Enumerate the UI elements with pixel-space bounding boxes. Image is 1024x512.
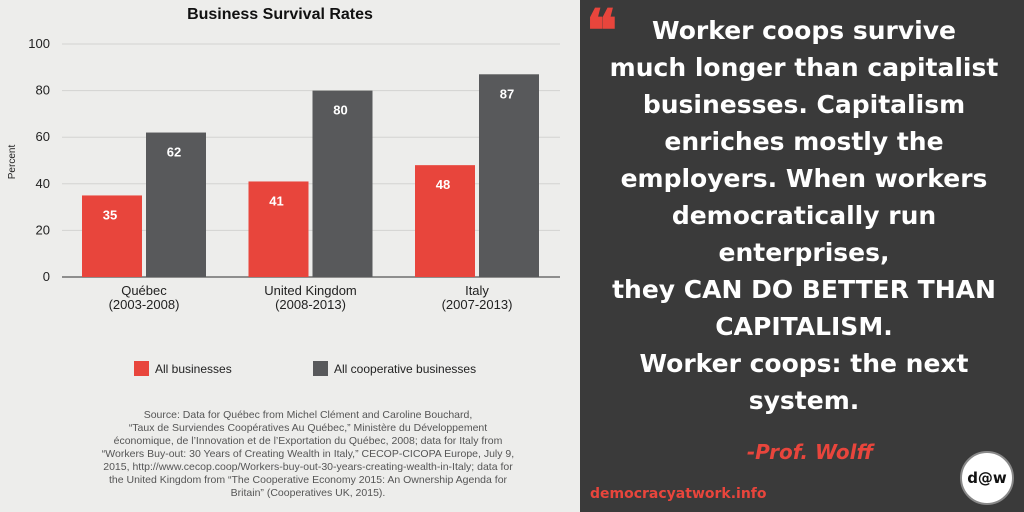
bar bbox=[415, 165, 475, 277]
quote-mark-icon: ❝ bbox=[586, 0, 618, 65]
chart-panel: Business Survival Rates 0 20 40 60 80 100 Per… bbox=[7, 6, 560, 500]
bar bbox=[479, 74, 539, 277]
quote-attribution: -Prof. Wolff bbox=[746, 440, 874, 464]
source-line: économique, de l’Innovation et de l’Expo… bbox=[113, 435, 503, 447]
legend-label: All businesses bbox=[155, 362, 232, 376]
data-label: 48 bbox=[436, 177, 450, 192]
quote-line: enterprises, bbox=[718, 238, 890, 267]
legend-label: All cooperative businesses bbox=[334, 362, 476, 376]
quote-line: democratically run bbox=[671, 201, 937, 230]
data-label: 35 bbox=[103, 207, 117, 222]
grid-lines bbox=[62, 43, 560, 278]
y-tick-label: 80 bbox=[36, 83, 50, 98]
source-line: Britain” (Cooperatives UK, 2015). bbox=[230, 487, 386, 499]
x-tick-label: (2008-2013) bbox=[275, 297, 346, 312]
category-labels: Québec(2003-2008) United Kingdom(2008-201… bbox=[109, 283, 513, 312]
bar bbox=[248, 181, 309, 277]
bar bbox=[82, 195, 142, 277]
legend-swatch bbox=[313, 361, 328, 376]
bar bbox=[146, 132, 206, 277]
dw-logo: d@w bbox=[960, 451, 1014, 505]
bar bbox=[312, 90, 373, 277]
x-tick-label: (2003-2008) bbox=[109, 297, 180, 312]
legend-swatch bbox=[134, 361, 149, 376]
source-line: the United Kingdom from “The Cooperative… bbox=[108, 474, 508, 486]
y-tick-label: 60 bbox=[36, 129, 50, 144]
source-line: Source: Data for Québec from Michel Clém… bbox=[143, 409, 473, 421]
quote-line: enriches mostly the bbox=[664, 127, 944, 156]
quote-line: system. bbox=[748, 386, 860, 415]
data-label: 62 bbox=[167, 145, 181, 160]
quote-line: they CAN DO BETTER THAN bbox=[612, 275, 996, 304]
data-label: 80 bbox=[333, 103, 347, 118]
quote-text: Worker coops survive much longer than cap… bbox=[590, 12, 1018, 419]
source-line: “Taux de Surviendes Coopératives Au Québ… bbox=[128, 422, 488, 434]
legend: All businesses All cooperative businesses bbox=[134, 361, 476, 376]
source-line: 2015, http://www.cecop.coop/Workers-buy-… bbox=[103, 461, 513, 473]
quote-panel bbox=[580, 0, 1024, 512]
y-tick-label: 100 bbox=[28, 36, 50, 51]
quote-line: Worker coops: the next bbox=[639, 349, 969, 378]
y-tick-label: 0 bbox=[43, 269, 50, 284]
data-label: 87 bbox=[500, 86, 514, 101]
source-line: “Workers Buy-out: 30 Years of Creating W… bbox=[101, 448, 515, 460]
y-tick-label: 20 bbox=[36, 222, 50, 237]
x-tick-label: (2007-2013) bbox=[442, 297, 513, 312]
quote-line: Worker coops survive bbox=[652, 16, 956, 45]
quote-line: businesses. Capitalism bbox=[642, 90, 966, 119]
y-tick-label: 40 bbox=[36, 176, 50, 191]
quote-line: employers. When workers bbox=[620, 164, 988, 193]
source-note: Source: Data for Québec from Michel Clém… bbox=[58, 409, 558, 500]
bar-chart: Business Survival Rates 0 20 40 60 80 100 Per… bbox=[7, 6, 560, 376]
x-tick-label: United Kingdom bbox=[264, 283, 357, 298]
quote-line: CAPITALISM. bbox=[715, 312, 893, 341]
bars: 35 62 41 80 48 87 bbox=[82, 74, 539, 277]
data-label: 41 bbox=[269, 193, 283, 208]
quote-line: much longer than capitalist bbox=[609, 53, 999, 82]
y-axis-label: Percent bbox=[7, 145, 18, 180]
x-tick-label: Italy bbox=[465, 283, 489, 298]
site-link[interactable]: democracyatwork.info bbox=[590, 486, 767, 502]
y-axis: 0 20 40 60 80 100 bbox=[28, 36, 50, 284]
x-tick-label: Québec bbox=[121, 283, 167, 298]
chart-title: Business Survival Rates bbox=[187, 6, 373, 23]
